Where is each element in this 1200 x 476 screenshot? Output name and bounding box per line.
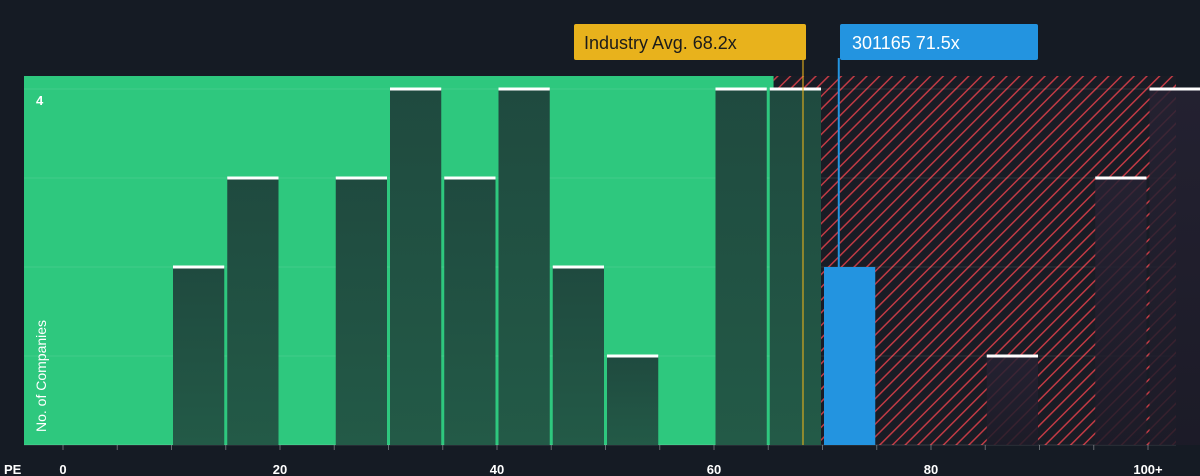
histogram-bar [552,267,604,445]
bar-cap [552,265,604,269]
y-axis-title: No. of Companies [33,320,49,432]
bar-cap [335,176,387,180]
bar-cap [390,87,442,91]
industry-average-label: Industry Avg. 68.2x [584,33,737,53]
industry-average-box [574,24,806,60]
histogram-bar [715,89,767,445]
bar-cap [444,176,496,180]
x-tick-label: 0 [59,462,66,476]
company-label: 301165 71.5x [852,33,960,53]
histogram-bar [498,89,550,445]
x-axis-title: PE [4,462,22,476]
y-tick-label: 4 [36,93,44,108]
histogram-bar [444,178,496,445]
bar-cap [986,354,1038,358]
bar-cap [607,354,659,358]
x-axis: PE 0 20 40 60 80 100+ [4,445,1163,476]
histogram-bar [607,356,659,445]
bar-cap [498,87,550,91]
x-tick-label: 60 [707,462,721,476]
histogram-bar [335,178,387,445]
industry-average-callout: Industry Avg. 68.2x [574,24,806,60]
x-tick-label: 20 [273,462,287,476]
histogram-bar [390,89,442,445]
histogram-bar [227,178,279,445]
x-tick-label: 40 [490,462,504,476]
histogram-bar [173,267,225,445]
bar-cap [227,176,279,180]
histogram-bar [1149,89,1200,445]
company-callout: 301165 71.5x [840,24,1038,60]
bar-cap [715,87,767,91]
bar-cap [769,87,821,91]
bars [173,87,1200,445]
x-tick-label: 80 [924,462,938,476]
histogram-bar [769,89,821,445]
x-tick-label: 100+ [1133,462,1163,476]
bar-cap [1149,87,1200,91]
histogram-bar [986,356,1038,445]
company-box [840,24,1038,60]
histogram-bar [824,267,876,445]
bar-cap [1095,176,1147,180]
histogram-bar [1095,178,1147,445]
bar-cap [173,265,225,269]
